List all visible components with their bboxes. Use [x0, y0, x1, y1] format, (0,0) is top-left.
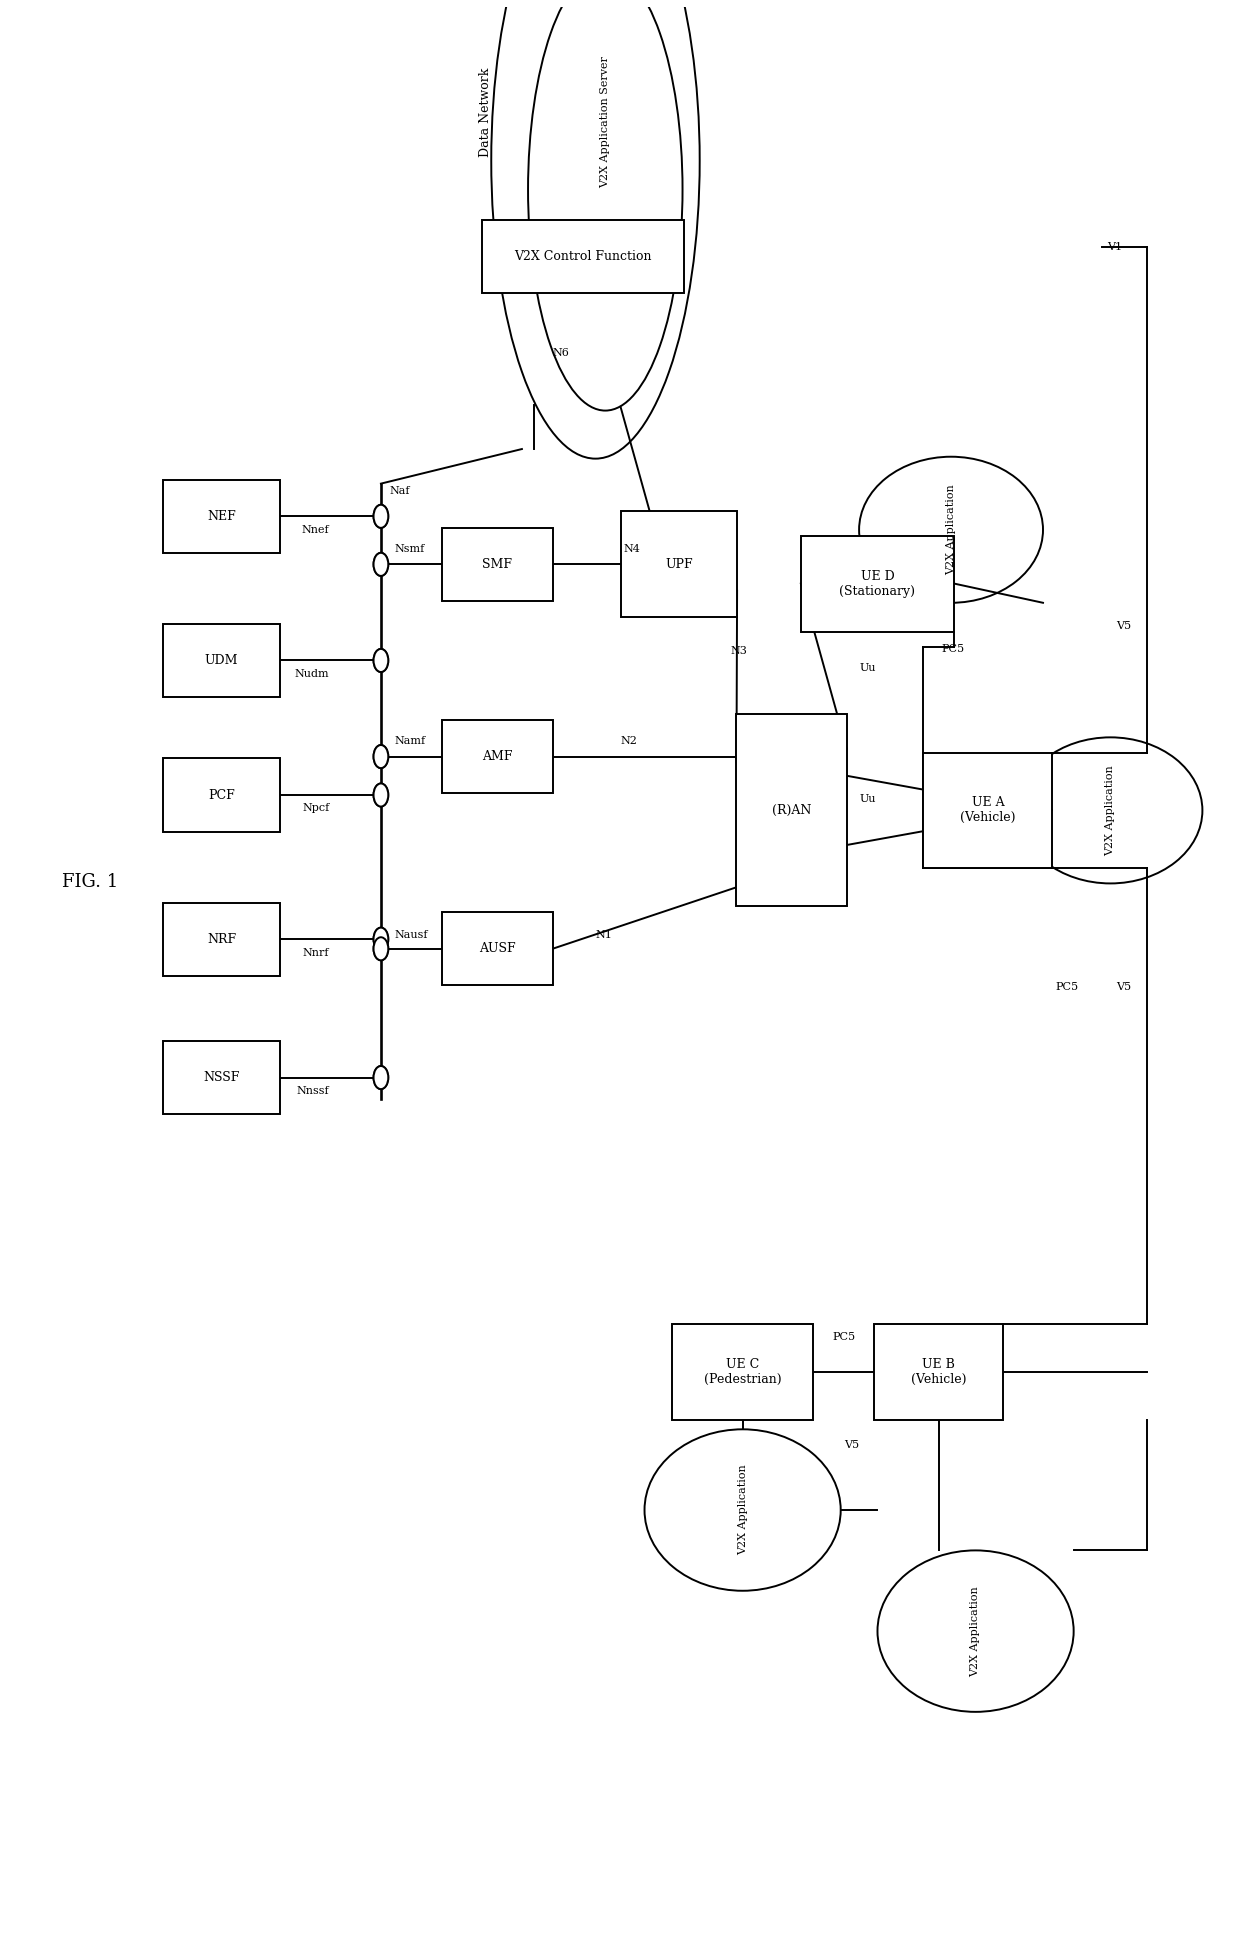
Ellipse shape — [1018, 738, 1203, 883]
Text: UE C
(Pedestrian): UE C (Pedestrian) — [704, 1357, 781, 1386]
FancyBboxPatch shape — [164, 1042, 280, 1113]
Text: Namf: Namf — [394, 736, 425, 745]
Text: Nnef: Nnef — [301, 525, 330, 534]
Text: V2X Application: V2X Application — [1105, 765, 1116, 856]
Text: N3: N3 — [730, 647, 748, 656]
FancyBboxPatch shape — [164, 759, 280, 832]
Text: Uu: Uu — [859, 794, 875, 803]
FancyBboxPatch shape — [443, 529, 553, 600]
FancyBboxPatch shape — [737, 714, 847, 906]
FancyBboxPatch shape — [801, 536, 954, 631]
Text: V5: V5 — [844, 1440, 859, 1450]
Text: V2X Application: V2X Application — [971, 1586, 981, 1677]
Ellipse shape — [859, 457, 1043, 602]
Circle shape — [373, 784, 388, 807]
Circle shape — [373, 927, 388, 951]
Circle shape — [373, 927, 388, 951]
Ellipse shape — [878, 1551, 1074, 1711]
Text: Nnrf: Nnrf — [303, 947, 330, 958]
Text: UE B
(Vehicle): UE B (Vehicle) — [911, 1357, 966, 1386]
FancyBboxPatch shape — [620, 511, 737, 618]
Text: Naf: Naf — [389, 486, 410, 496]
Text: NRF: NRF — [207, 933, 236, 945]
Text: PC5: PC5 — [941, 645, 965, 654]
Circle shape — [373, 745, 388, 769]
Text: V1: V1 — [1107, 242, 1122, 252]
Text: V2X Application: V2X Application — [946, 484, 956, 575]
Text: Nausf: Nausf — [394, 931, 428, 941]
Circle shape — [373, 937, 388, 960]
FancyBboxPatch shape — [443, 912, 553, 985]
Text: (R)AN: (R)AN — [773, 803, 811, 817]
FancyBboxPatch shape — [924, 753, 1053, 867]
Circle shape — [373, 745, 388, 769]
Circle shape — [373, 784, 388, 807]
Ellipse shape — [491, 0, 699, 459]
Text: PC5: PC5 — [1055, 982, 1079, 993]
Text: N6: N6 — [553, 348, 569, 358]
Text: Data Network: Data Network — [479, 68, 491, 157]
Ellipse shape — [528, 0, 682, 410]
FancyBboxPatch shape — [443, 720, 553, 794]
Text: AMF: AMF — [482, 749, 512, 763]
Circle shape — [373, 1067, 388, 1090]
FancyBboxPatch shape — [482, 221, 684, 294]
Circle shape — [373, 937, 388, 960]
Text: Nudm: Nudm — [295, 670, 330, 680]
FancyBboxPatch shape — [164, 480, 280, 554]
Text: N2: N2 — [620, 736, 637, 745]
Text: UE D
(Stationary): UE D (Stationary) — [839, 569, 915, 598]
Text: N4: N4 — [624, 544, 641, 554]
Circle shape — [373, 505, 388, 529]
Text: N1: N1 — [595, 931, 613, 941]
Text: NSSF: NSSF — [203, 1071, 239, 1084]
Circle shape — [373, 649, 388, 672]
Circle shape — [373, 505, 388, 529]
FancyBboxPatch shape — [874, 1324, 1003, 1419]
Text: UPF: UPF — [665, 558, 693, 571]
Text: Uu: Uu — [859, 664, 875, 674]
Circle shape — [373, 554, 388, 575]
Text: Nsmf: Nsmf — [394, 544, 424, 554]
FancyBboxPatch shape — [164, 623, 280, 697]
Text: UDM: UDM — [205, 654, 238, 668]
Text: PC5: PC5 — [832, 1332, 856, 1342]
Text: Nnssf: Nnssf — [296, 1086, 330, 1096]
Text: AUSF: AUSF — [479, 943, 516, 954]
Text: SMF: SMF — [482, 558, 512, 571]
Text: V5: V5 — [1116, 982, 1132, 993]
FancyBboxPatch shape — [672, 1324, 813, 1419]
Text: Npcf: Npcf — [303, 803, 330, 813]
Ellipse shape — [645, 1429, 841, 1591]
Circle shape — [373, 554, 388, 575]
Text: UE A
(Vehicle): UE A (Vehicle) — [960, 796, 1016, 825]
Text: NEF: NEF — [207, 509, 236, 523]
Text: V2X Control Function: V2X Control Function — [515, 250, 652, 263]
Text: PCF: PCF — [208, 788, 234, 802]
FancyBboxPatch shape — [164, 902, 280, 976]
Text: V2X Application Server: V2X Application Server — [600, 56, 610, 188]
Text: V2X Application: V2X Application — [738, 1466, 748, 1555]
Circle shape — [373, 1067, 388, 1090]
Circle shape — [373, 649, 388, 672]
Text: V5: V5 — [1116, 621, 1132, 631]
Text: FIG. 1: FIG. 1 — [62, 873, 119, 891]
